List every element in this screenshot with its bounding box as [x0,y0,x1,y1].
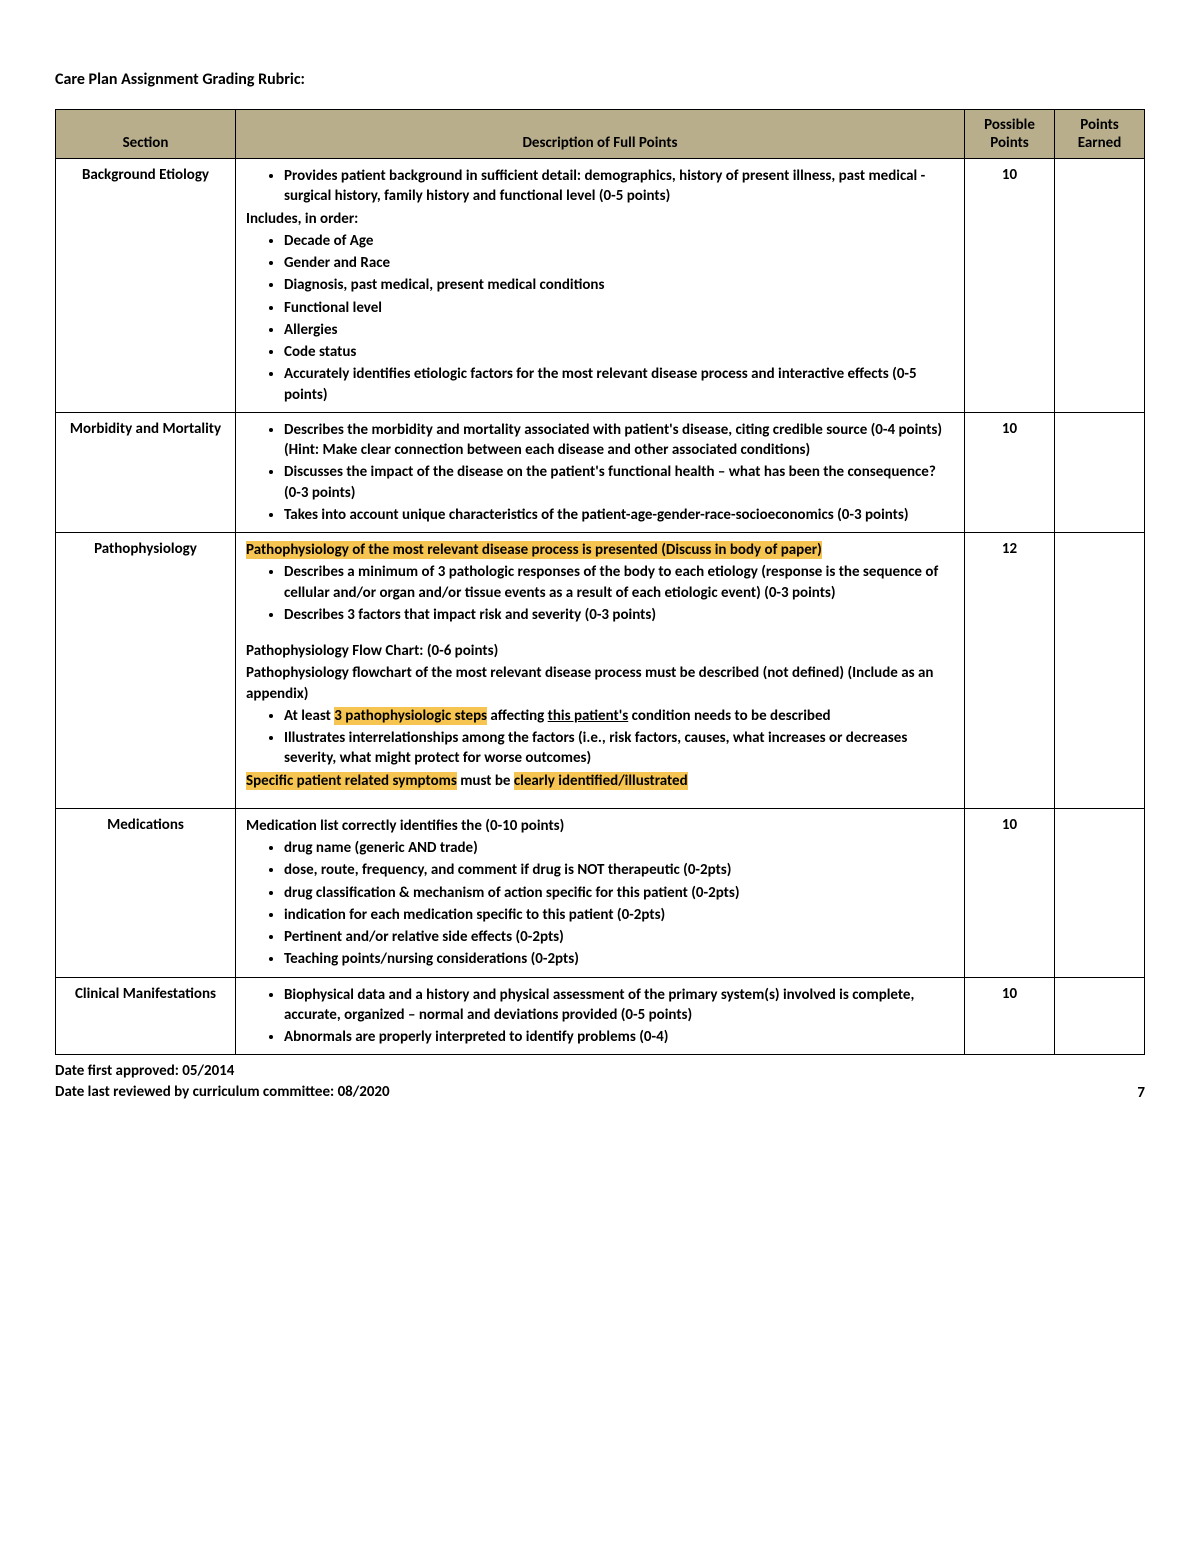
bullet: dose, route, frequency, and comment if d… [284,859,954,881]
table-row: Clinical Manifestations Biophysical data… [56,977,1145,1055]
bullet: drug name (generic AND trade) [284,837,954,859]
possible-points: 10 [965,412,1055,532]
bullet: Teaching points/nursing considerations (… [284,948,954,970]
desc-highlight: Pathophysiology of the most relevant dis… [246,539,954,561]
bullet: Decade of Age [284,230,954,252]
bullet: Abnormals are properly interpreted to id… [284,1026,954,1048]
table-row: Pathophysiology Pathophysiology of the m… [56,533,1145,809]
page-title: Care Plan Assignment Grading Rubric: [55,70,1145,89]
bullet: At least 3 pathophysiologic steps affect… [284,705,954,727]
col-earned: Points Earned [1055,110,1145,159]
bullet: Describes a minimum of 3 pathologic resp… [284,561,954,604]
desc-text: Includes, in order: [246,208,954,230]
bullet: Describes 3 factors that impact risk and… [284,604,954,626]
possible-points: 12 [965,533,1055,809]
bullet: Discusses the impact of the disease on t… [284,461,954,504]
points-earned [1055,533,1145,809]
bullet: Describes the morbidity and mortality as… [284,419,954,462]
description-cell: Medication list correctly identifies the… [236,808,965,977]
bullet: Accurately identifies etiologic factors … [284,363,954,406]
page-footer: Date first approved: 05/2014 Date last r… [55,1061,1145,1102]
points-earned [1055,412,1145,532]
bullet: Pertinent and/or relative side effects (… [284,926,954,948]
bullet: drug classification & mechanism of actio… [284,882,954,904]
bullet: Functional level [284,297,954,319]
possible-points: 10 [965,159,1055,413]
section-label: Medications [56,808,236,977]
footer-approved: Date first approved: 05/2014 [55,1061,390,1081]
possible-points: 10 [965,808,1055,977]
bullet: indication for each medication specific … [284,904,954,926]
table-header-row: Section Description of Full Points Possi… [56,110,1145,159]
bullet: Allergies [284,319,954,341]
section-label: Morbidity and Mortality [56,412,236,532]
table-row: Morbidity and Mortality Describes the mo… [56,412,1145,532]
description-cell: Provides patient background in sufficien… [236,159,965,413]
desc-text: Pathophysiology Flow Chart: (0-6 points) [246,640,954,662]
points-earned [1055,977,1145,1055]
description-cell: Describes the morbidity and mortality as… [236,412,965,532]
bullet: Takes into account unique characteristic… [284,504,954,526]
rubric-table: Section Description of Full Points Possi… [55,109,1145,1055]
bullet: Biophysical data and a history and physi… [284,984,954,1027]
section-label: Clinical Manifestations [56,977,236,1055]
bullet: Illustrates interrelationships among the… [284,727,954,770]
desc-text: Medication list correctly identifies the… [246,815,954,837]
points-earned [1055,808,1145,977]
bullet: Gender and Race [284,252,954,274]
bullet: Provides patient background in sufficien… [284,165,954,208]
col-possible: Possible Points [965,110,1055,159]
bullet: Diagnosis, past medical, present medical… [284,274,954,296]
table-row: Background Etiology Provides patient bac… [56,159,1145,413]
footer-reviewed: Date last reviewed by curriculum committ… [55,1082,390,1102]
col-section: Section [56,110,236,159]
description-cell: Pathophysiology of the most relevant dis… [236,533,965,809]
section-label: Background Etiology [56,159,236,413]
bullet: Code status [284,341,954,363]
col-description: Description of Full Points [236,110,965,159]
description-cell: Biophysical data and a history and physi… [236,977,965,1055]
points-earned [1055,159,1145,413]
possible-points: 10 [965,977,1055,1055]
table-row: Medications Medication list correctly id… [56,808,1145,977]
section-label: Pathophysiology [56,533,236,809]
page-number: 7 [1137,1084,1145,1102]
desc-highlight: Specific patient related symptoms must b… [246,770,954,792]
desc-text: Pathophysiology flowchart of the most re… [246,662,954,705]
